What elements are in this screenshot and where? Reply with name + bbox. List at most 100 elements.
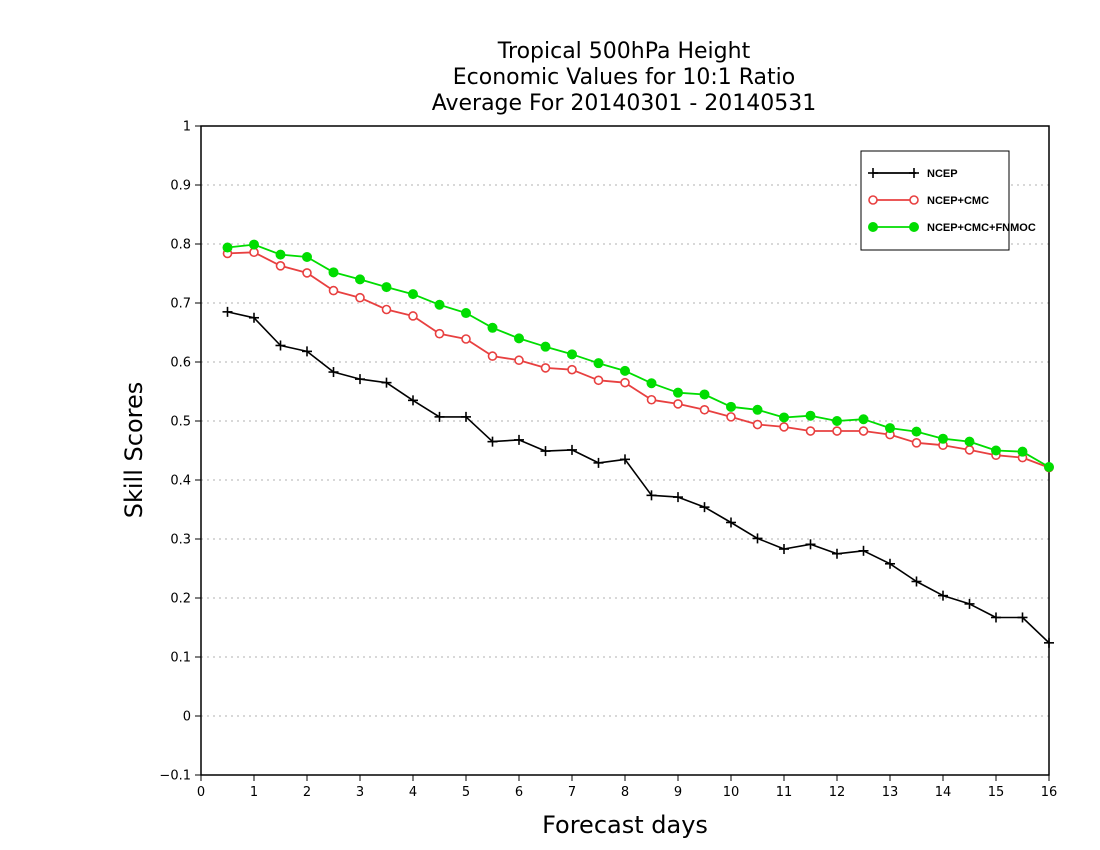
legend-label: NCEP (927, 168, 958, 180)
y-axis: −0.1 0 0.1 0.2 0.3 0.4 0.5 0.6 0.7 0.8 0.9 1 (159, 120, 201, 784)
data-point (540, 363, 551, 373)
series-ncep-cmc-fnmoc (222, 239, 1054, 473)
x-tick-label: 13 (882, 785, 899, 800)
data-point (593, 457, 604, 468)
data-point (805, 539, 816, 550)
legend-marker-end (909, 222, 919, 232)
data-point (964, 436, 975, 447)
data-point (593, 358, 604, 369)
data-point (222, 242, 233, 253)
x-tick-label: 8 (621, 785, 629, 800)
x-axis: 0 1 2 3 4 5 6 7 8 9 10 11 12 13 14 15 16 (197, 775, 1057, 800)
data-point (540, 341, 551, 352)
data-point (328, 267, 339, 278)
data-point (805, 410, 816, 421)
data-point (699, 389, 710, 400)
data-point (408, 289, 418, 300)
data-point (355, 274, 365, 285)
title-line-3: Average For 20140301 - 20140531 (432, 91, 817, 116)
legend-marker-start (868, 222, 878, 232)
data-point (779, 422, 789, 432)
legend-marker-start (868, 195, 878, 205)
data-point (514, 355, 524, 366)
data-point (779, 412, 789, 423)
legend-item: NCEP+CMC (868, 195, 989, 207)
x-tick-label: 2 (303, 785, 311, 800)
data-point (779, 544, 789, 555)
data-point (646, 490, 657, 501)
data-point (275, 261, 286, 271)
x-tick-label: 7 (568, 785, 576, 800)
x-tick-label: 10 (723, 785, 740, 800)
series-line (227, 243, 1050, 468)
x-tick-label: 0 (197, 785, 205, 800)
data-point (858, 414, 869, 425)
series-line (227, 311, 1050, 644)
data-point (461, 334, 471, 344)
data-point (593, 375, 604, 386)
data-point (249, 312, 259, 323)
data-point (381, 304, 392, 315)
legend-marker-end (909, 195, 919, 205)
x-axis-label: Forecast days (542, 811, 708, 839)
x-tick-label: 11 (776, 785, 793, 800)
series-line (227, 251, 1050, 469)
data-point (275, 340, 286, 351)
series-layer (222, 239, 1054, 648)
data-point (699, 404, 710, 415)
y-tick-label: 0.3 (170, 533, 191, 548)
legend-marker-end (909, 168, 919, 178)
data-point (514, 434, 524, 445)
y-tick-label: 0 (183, 710, 191, 725)
data-point (673, 399, 683, 409)
data-point (1017, 612, 1028, 623)
legend-item: NCEP+CMC+FNMOC (868, 222, 1036, 234)
legend: NCEP NCEP+CMC NCEP+CMC+FNMOC (860, 150, 1036, 251)
y-tick-label: 0.9 (170, 179, 191, 194)
data-point (461, 308, 471, 319)
x-tick-label: 9 (674, 785, 682, 800)
x-tick-label: 16 (1041, 785, 1058, 800)
data-point (673, 492, 683, 503)
data-point (275, 249, 286, 260)
data-point (328, 367, 339, 378)
title-line-1: Tropical 500hPa Height (497, 39, 751, 64)
data-point (726, 401, 736, 412)
x-tick-label: 12 (829, 785, 846, 800)
data-point (726, 517, 736, 528)
data-point (964, 598, 975, 609)
data-point (752, 419, 763, 430)
data-point (514, 333, 524, 344)
x-tick-label: 6 (515, 785, 523, 800)
data-point (885, 423, 895, 434)
data-point (911, 438, 922, 448)
data-point (302, 346, 312, 357)
legend-label: NCEP+CMC (927, 195, 989, 207)
data-point (434, 299, 445, 310)
data-point (832, 548, 842, 559)
x-tick-label: 3 (356, 785, 364, 800)
x-tick-label: 1 (250, 785, 258, 800)
data-point (832, 426, 842, 436)
data-point (487, 351, 498, 361)
data-point (938, 433, 948, 444)
data-point (858, 545, 869, 556)
data-point (434, 411, 445, 422)
data-point (302, 268, 312, 278)
data-point (620, 365, 630, 376)
legend-label: NCEP+CMC+FNMOC (927, 222, 1036, 234)
data-point (461, 411, 471, 422)
data-point (1017, 446, 1028, 457)
x-tick-label: 5 (462, 785, 470, 800)
data-point (540, 446, 551, 457)
data-point (646, 378, 657, 389)
data-point (302, 251, 312, 262)
x-tick-label: 14 (935, 785, 952, 800)
data-point (858, 426, 869, 436)
y-tick-label: 0.2 (170, 592, 191, 607)
data-point (1044, 637, 1054, 648)
data-point (752, 533, 763, 544)
data-point (620, 377, 630, 388)
data-point (673, 387, 683, 398)
